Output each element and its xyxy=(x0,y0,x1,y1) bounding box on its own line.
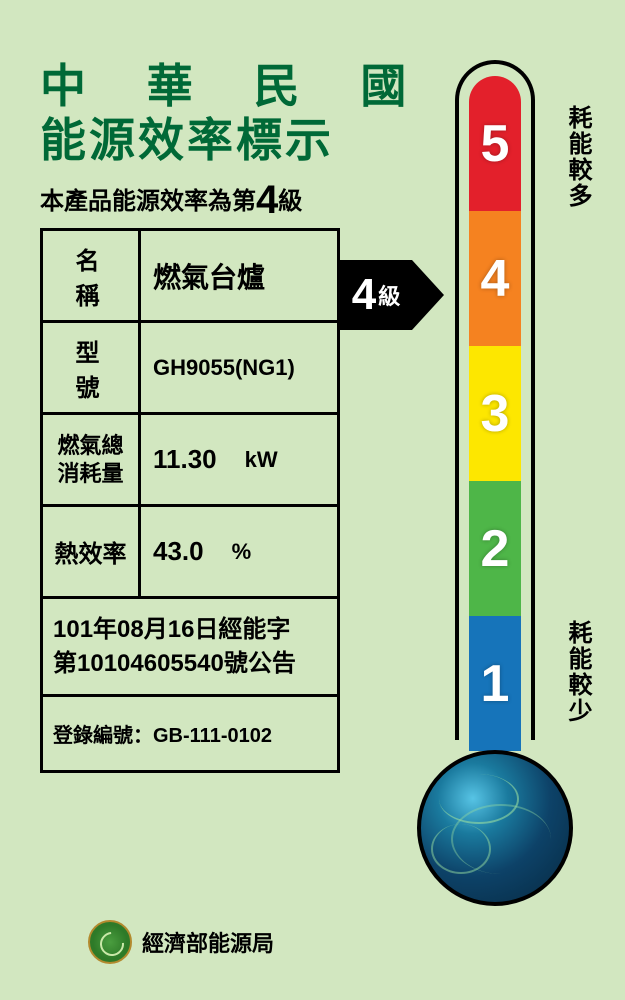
eff-number: 43.0 xyxy=(153,536,204,567)
row-gas: 燃氣總消耗量 11.30 kW xyxy=(43,415,337,507)
label-gas-text: 燃氣總消耗量 xyxy=(47,432,134,487)
therm-segment-5: 5 xyxy=(469,76,521,211)
caption-low-energy: 耗能較少 xyxy=(560,620,595,724)
pointer-body: 4 級 xyxy=(340,260,412,330)
energy-label: 中 華 民 國 能源效率標示 本產品能源效率為第4級 名稱 燃氣台爐 型號 GH… xyxy=(0,0,625,1000)
therm-segment-1: 1 xyxy=(469,616,521,751)
gas-number: 11.30 xyxy=(153,444,217,475)
label-model: 型號 xyxy=(43,323,141,412)
label-gas: 燃氣總消耗量 xyxy=(43,415,141,504)
row-reg: 登錄編號：GB-111-0102 xyxy=(43,697,337,770)
gas-unit: kW xyxy=(245,447,278,473)
subtitle-prefix: 本產品能源效率為第 xyxy=(40,188,256,215)
gazette-line2: 第10104605540號公告 xyxy=(53,647,327,681)
reg-value: GB-111-0102 xyxy=(153,725,272,747)
row-model: 型號 GH9055(NG1) xyxy=(43,323,337,415)
caption-high-energy: 耗能較多 xyxy=(560,105,595,209)
thermometer-bulb-globe-icon xyxy=(417,750,573,906)
pointer-suffix: 級 xyxy=(378,279,400,311)
pointer-arrow-icon xyxy=(412,260,444,330)
pointer-level: 4 xyxy=(352,270,376,320)
therm-segment-4: 4 xyxy=(469,211,521,346)
reg-label: 登錄編號： xyxy=(53,725,153,747)
row-name: 名稱 燃氣台爐 xyxy=(43,231,337,323)
therm-segment-3: 3 xyxy=(469,346,521,481)
therm-segment-2: 2 xyxy=(469,481,521,616)
subtitle-level: 4 xyxy=(256,178,278,222)
eff-unit: % xyxy=(232,539,252,565)
efficiency-statement: 本產品能源效率為第4級 xyxy=(40,178,302,223)
bureau-seal-icon xyxy=(88,920,132,964)
thermometer: 54321 xyxy=(455,60,535,760)
value-name: 燃氣台爐 xyxy=(141,231,337,320)
info-table: 名稱 燃氣台爐 型號 GH9055(NG1) 燃氣總消耗量 11.30 kW 熱… xyxy=(40,228,340,773)
row-gazette: 101年08月16日經能字 第10104605540號公告 xyxy=(43,599,337,697)
subtitle-suffix: 級 xyxy=(278,188,302,215)
value-eff: 43.0 % xyxy=(141,507,337,596)
label-name: 名稱 xyxy=(43,231,141,320)
row-eff: 熱效率 43.0 % xyxy=(43,507,337,599)
gazette-line1: 101年08月16日經能字 xyxy=(53,613,327,647)
label-eff: 熱效率 xyxy=(43,507,141,596)
value-gas: 11.30 kW xyxy=(141,415,337,504)
footer: 經濟部能源局 xyxy=(88,920,274,964)
title-line2: 能源效率標示 xyxy=(40,104,334,170)
bureau-name: 經濟部能源局 xyxy=(142,926,274,958)
level-pointer: 4 級 xyxy=(340,260,450,330)
value-model: GH9055(NG1) xyxy=(141,323,337,412)
